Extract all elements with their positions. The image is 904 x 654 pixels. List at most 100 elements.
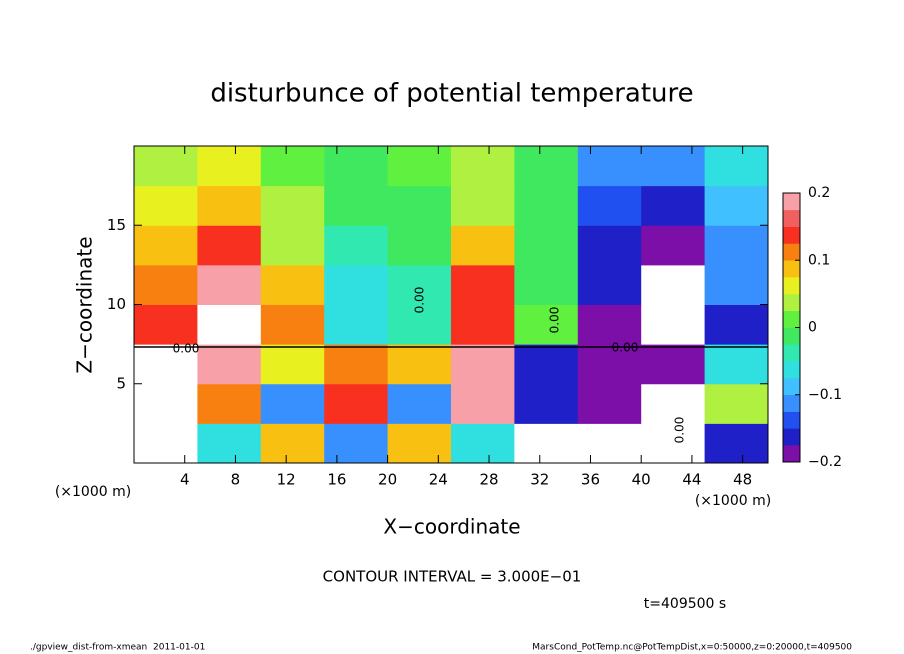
field-cell: [387, 146, 452, 187]
colorbar-tick-label: 0.1: [808, 252, 830, 268]
colorbar-swatch: [783, 327, 800, 345]
field-cell: [704, 225, 769, 266]
colorbar-tick-label: 0: [808, 320, 817, 336]
colorbar-swatch: [783, 445, 800, 463]
field-cell: [451, 304, 515, 345]
footer-right: MarsCond_PotTemp.nc@PotTempDist,x=0:5000…: [532, 643, 852, 653]
x-tick-label: 20: [378, 471, 397, 489]
field-cell: [324, 185, 389, 226]
field-cell: [134, 185, 198, 226]
field-cell: [641, 383, 706, 424]
colorbar-swatch: [783, 243, 800, 261]
field-cell: [324, 146, 389, 187]
field-cell: [134, 304, 198, 345]
y-tick-label: 15: [107, 216, 126, 234]
field-cell: [641, 225, 706, 266]
x-axis-label: X−coordinate: [383, 515, 520, 539]
field-cell: [451, 264, 515, 305]
field-cell: [197, 185, 262, 226]
field-cell: [704, 344, 769, 385]
y-axis-label: Z−coordinate: [73, 236, 97, 373]
field-cell: [260, 146, 325, 187]
field-cell: [197, 423, 262, 464]
field-cell: [134, 383, 198, 424]
colorbar-tick-label: −0.2: [808, 454, 842, 470]
x-unit-left: (×1000 m): [55, 484, 131, 500]
field-cell: [451, 423, 515, 464]
field-cell: [260, 185, 325, 226]
field-cell: [577, 344, 642, 385]
colorbar-swatch: [783, 411, 800, 429]
field-cell: [641, 304, 706, 345]
contour-label: 0.00: [548, 307, 562, 334]
x-unit-right: (×1000 m): [695, 493, 771, 509]
field-cell: [324, 383, 389, 424]
field-cell: [451, 344, 515, 385]
colorbar-swatch: [783, 193, 800, 211]
field-cell: [260, 264, 325, 305]
field-cell: [514, 146, 579, 187]
field-cell: [641, 344, 706, 385]
x-tick-label: 12: [277, 471, 296, 489]
field-cell: [577, 225, 642, 266]
field-cell: [134, 423, 198, 464]
x-tick-label: 28: [479, 471, 498, 489]
field-cell: [451, 146, 515, 187]
y-tick-label: 5: [116, 374, 126, 392]
chart-title: disturbunce of potential temperature: [210, 79, 693, 109]
field-cell: [577, 264, 642, 305]
field-cell: [324, 344, 389, 385]
field-cell: [577, 304, 642, 345]
field-cell: [641, 185, 706, 226]
field-cell: [704, 423, 769, 464]
field-cell: [514, 225, 579, 266]
field-cell: [197, 264, 262, 305]
colorbar-swatch: [783, 428, 800, 446]
footer-left: ./gpview_dist-from-xmean 2011-01-01: [30, 643, 205, 653]
field-cell: [134, 225, 198, 266]
field-cell: [514, 264, 579, 305]
field-cell: [197, 383, 262, 424]
colorbar-tick-label: 0.2: [808, 185, 830, 201]
colorbar-swatch: [783, 260, 800, 278]
colorbar-swatch: [783, 377, 800, 396]
colorbar-swatch: [783, 209, 800, 227]
x-tick-label: 32: [530, 471, 549, 489]
field-cell: [387, 264, 452, 305]
time-label: t=409500 s: [644, 596, 726, 612]
x-tick-label: 44: [682, 471, 701, 489]
colorbar-swatch: [783, 293, 800, 311]
colorbar-swatch: [783, 226, 800, 244]
x-tick-label: 36: [581, 471, 600, 489]
field-cell: [324, 264, 389, 305]
field-cell: [134, 344, 198, 385]
field-cell: [704, 185, 769, 226]
field-cell: [197, 146, 262, 187]
colorbar-swatch: [783, 277, 800, 295]
x-tick-label: 48: [733, 471, 752, 489]
contour-label: 0.00: [673, 417, 687, 444]
field-cell: [387, 344, 452, 385]
contour-label: 0.00: [173, 342, 200, 356]
x-tick-label: 24: [429, 471, 448, 489]
field-cell: [387, 304, 452, 345]
field-cell: [641, 264, 706, 305]
field-cell: [641, 146, 706, 187]
field-cell: [451, 185, 515, 226]
colorbar-swatch: [783, 361, 800, 379]
field-cell: [514, 423, 579, 464]
field-cell: [197, 225, 262, 266]
x-tick-label: 40: [632, 471, 651, 489]
colorbar-swatch: [783, 344, 800, 362]
field-cell: [514, 185, 579, 226]
contour-label: 0.00: [413, 287, 427, 314]
field-cell: [514, 304, 579, 345]
field-cell: [387, 185, 452, 226]
field-cell: [387, 225, 452, 266]
field-cell: [387, 383, 452, 424]
field-cell: [704, 304, 769, 345]
field-cell: [514, 344, 579, 385]
field-cell: [324, 225, 389, 266]
field-cell: [260, 225, 325, 266]
